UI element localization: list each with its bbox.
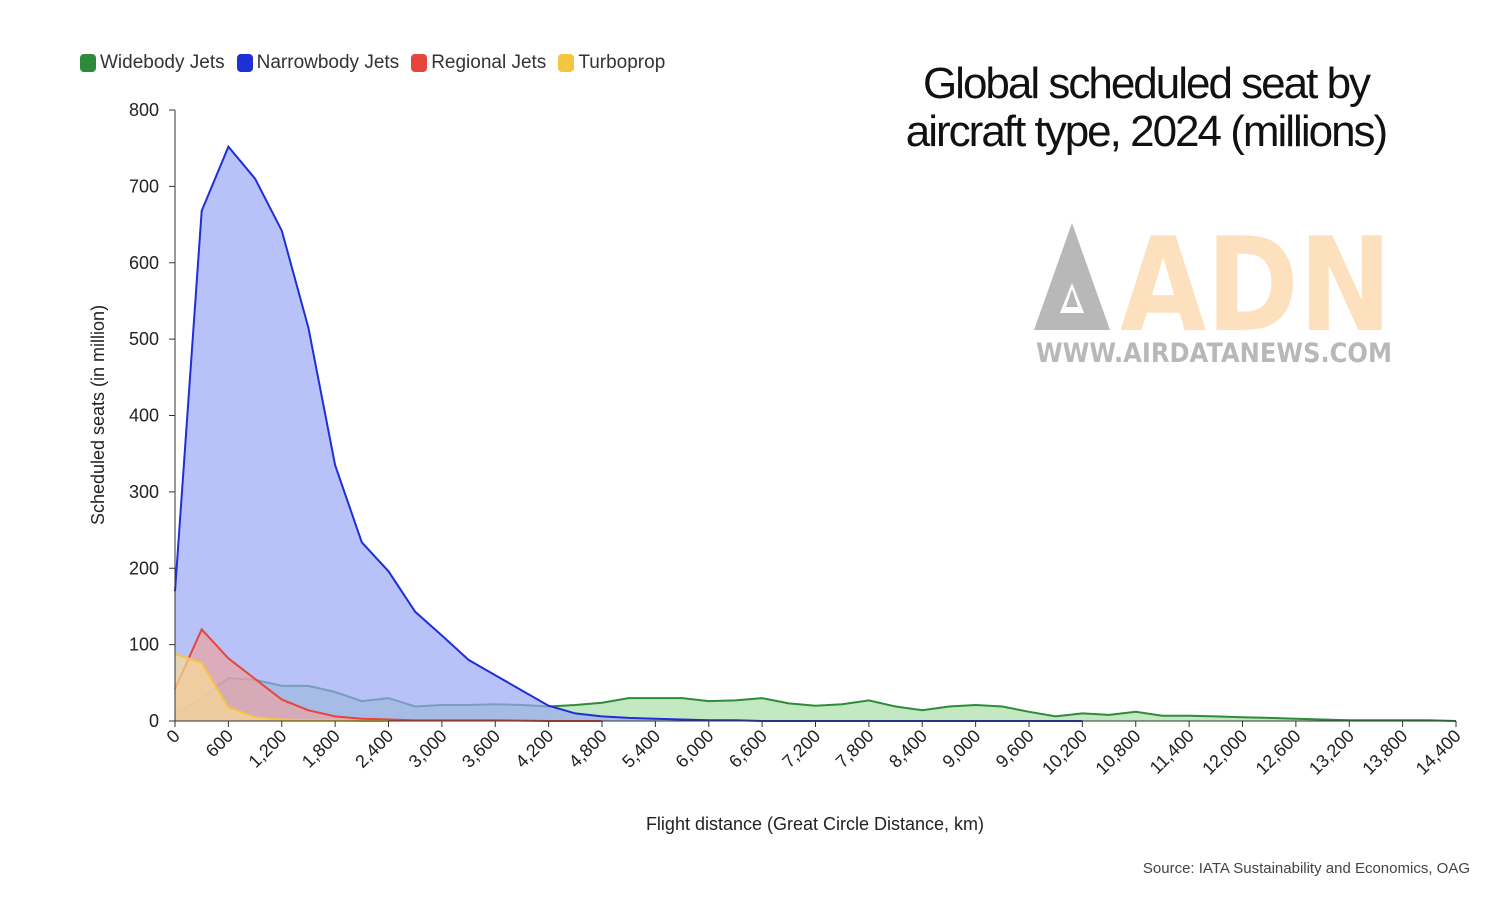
- x-tick-label: 6,600: [725, 726, 771, 772]
- watermark-url: WWW.AIRDATANEWS.COM: [1036, 338, 1392, 369]
- x-axis-ticks: 0 600 1,200 1,800 2,400 3,000 3,600 4,200 4,800 5…: [163, 721, 1465, 779]
- legend-item-narrowbody[interactable]: Narrowbody Jets: [236, 52, 400, 74]
- x-tick-label: 13,800: [1358, 726, 1411, 779]
- x-tick-label: 14,400: [1412, 726, 1465, 779]
- x-tick-label: 11,400: [1146, 726, 1198, 778]
- x-tick-label: 9,600: [992, 726, 1038, 772]
- y-axis-ticks: 0 100 200 300 400 500 600 700 800: [129, 100, 175, 731]
- x-tick-label: 7,200: [778, 726, 824, 772]
- legend-item-regional[interactable]: Regional Jets: [411, 52, 546, 74]
- legend-label-regional: Regional Jets: [431, 52, 547, 73]
- x-tick-label: 6,000: [672, 726, 718, 772]
- y-tick-label: 300: [129, 482, 159, 502]
- legend-item-widebody[interactable]: Widebody Jets: [80, 52, 225, 74]
- x-tick-label: 10,200: [1038, 726, 1091, 779]
- chart-legend: Widebody Jets Narrowbody Jets Regional J…: [80, 52, 665, 74]
- x-tick-label: 0: [163, 726, 184, 747]
- adn-watermark-logo: ADN WWW.AIRDATANEWS.COM: [1034, 215, 1392, 369]
- x-tick-label: 2,400: [351, 726, 397, 772]
- x-tick-label: 3,600: [458, 726, 504, 772]
- x-axis-title: Flight distance (Great Circle Distance, …: [646, 814, 984, 834]
- legend-swatch-widebody: [80, 54, 96, 72]
- legend-swatch-turboprop: [558, 54, 575, 72]
- x-tick-label: 7,800: [832, 726, 878, 772]
- legend-label-widebody: Widebody Jets: [100, 52, 225, 73]
- y-axis-title: Scheduled seats (in million): [88, 305, 108, 525]
- x-tick-label: 9,000: [938, 726, 984, 772]
- chart-title: Global scheduled seat by aircraft type, …: [905, 59, 1388, 156]
- x-tick-label: 8,400: [885, 726, 931, 772]
- y-tick-label: 200: [129, 558, 159, 578]
- legend-swatch-regional: [411, 54, 428, 72]
- legend-label-narrowbody: Narrowbody Jets: [256, 52, 400, 73]
- line-regional: [174, 627, 602, 722]
- legend-item-turboprop[interactable]: Turboprop: [558, 52, 665, 74]
- legend-swatch-narrowbody: [236, 54, 253, 72]
- y-tick-label: 400: [129, 406, 159, 426]
- y-tick-label: 800: [129, 100, 159, 120]
- x-tick-label: 4,800: [565, 726, 611, 772]
- x-tick-label: 13,200: [1305, 726, 1358, 779]
- x-tick-label: 1,200: [245, 726, 291, 772]
- y-tick-label: 700: [129, 176, 159, 196]
- x-tick-label: 600: [202, 726, 237, 761]
- legend-label-turboprop: Turboprop: [578, 52, 666, 73]
- x-tick-label: 4,200: [511, 726, 557, 772]
- x-tick-label: 12,600: [1252, 726, 1305, 779]
- x-tick-label: 5,400: [618, 726, 664, 772]
- x-tick-label: 3,000: [405, 726, 451, 772]
- area-narrowbody: [175, 146, 1083, 721]
- y-tick-label: 600: [129, 253, 159, 273]
- series-areas: [174, 144, 1457, 722]
- y-tick-label: 0: [149, 711, 159, 731]
- y-tick-label: 100: [129, 635, 159, 655]
- area-turboprop: [175, 653, 389, 721]
- plane-triangle-icon: [1034, 223, 1110, 330]
- x-tick-label: 10,800: [1092, 726, 1145, 779]
- watermark-brand: ADN: [1120, 215, 1392, 361]
- x-tick-label: 12,000: [1198, 726, 1251, 779]
- y-tick-label: 500: [129, 329, 159, 349]
- source-note: Source: IATA Sustainability and Economic…: [1142, 860, 1470, 877]
- x-tick-label: 1,800: [298, 726, 344, 772]
